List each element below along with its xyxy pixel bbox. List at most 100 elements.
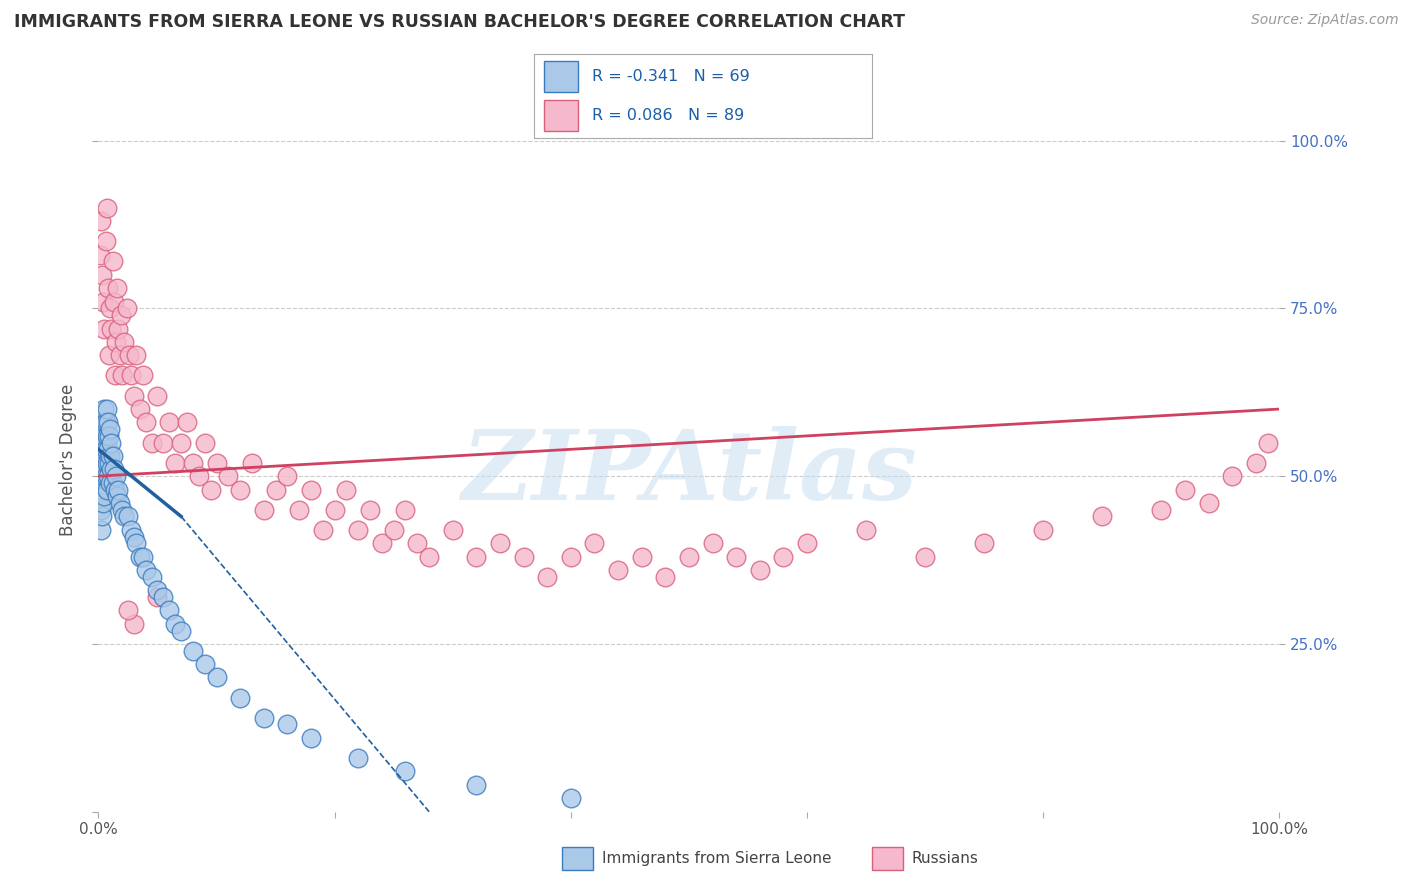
Point: [105, 489, 128, 503]
Point: [90, 469, 112, 483]
Point: [91, 416, 114, 430]
Point: [371, 536, 394, 550]
Point: [97, 416, 120, 430]
Point: [98, 348, 121, 362]
Point: [253, 502, 276, 516]
Point: [1150, 502, 1173, 516]
Point: [101, 254, 124, 268]
Point: [91, 509, 114, 524]
Point: [98, 456, 121, 470]
Point: [91, 496, 114, 510]
Point: [165, 616, 187, 631]
Text: Russians: Russians: [911, 851, 979, 865]
Point: [1032, 523, 1054, 537]
Point: [217, 469, 239, 483]
Point: [132, 368, 155, 383]
Point: [394, 764, 416, 779]
Point: [122, 389, 145, 403]
Point: [146, 389, 169, 403]
Point: [276, 717, 298, 731]
Point: [112, 509, 135, 524]
Point: [107, 483, 129, 497]
Point: [93, 435, 115, 450]
Point: [157, 416, 180, 430]
Point: [135, 563, 157, 577]
Point: [347, 751, 370, 765]
Point: [583, 536, 606, 550]
Point: [347, 523, 370, 537]
Point: [118, 348, 141, 362]
Text: R = -0.341   N = 69: R = -0.341 N = 69: [592, 69, 749, 84]
Point: [107, 321, 129, 335]
Bar: [544, 62, 578, 92]
Point: [91, 422, 114, 436]
Text: R = 0.086   N = 89: R = 0.086 N = 89: [592, 108, 744, 123]
Point: [117, 603, 139, 617]
Point: [100, 462, 122, 476]
Point: [111, 368, 134, 383]
Point: [122, 616, 145, 631]
Point: [702, 536, 724, 550]
Point: [194, 435, 217, 450]
Point: [90, 435, 112, 450]
Point: [299, 483, 322, 497]
Point: [105, 281, 128, 295]
Point: [121, 368, 143, 383]
Bar: [544, 100, 578, 130]
Point: [90, 523, 112, 537]
Point: [98, 475, 121, 490]
Point: [194, 657, 217, 671]
Point: [1174, 483, 1197, 497]
Point: [94, 442, 117, 457]
Point: [406, 536, 429, 550]
Point: [1220, 469, 1243, 483]
Point: [103, 462, 125, 476]
Point: [394, 502, 416, 516]
Point: [678, 549, 700, 564]
Point: [90, 214, 112, 228]
Point: [98, 301, 121, 316]
Point: [560, 791, 582, 805]
Point: [93, 402, 115, 417]
Point: [152, 435, 174, 450]
Point: [170, 624, 193, 638]
Point: [299, 731, 322, 745]
Point: [96, 456, 118, 470]
Point: [796, 536, 818, 550]
Point: [132, 549, 155, 564]
Point: [200, 483, 222, 497]
Point: [135, 416, 157, 430]
Point: [181, 643, 204, 657]
Point: [90, 502, 112, 516]
Point: [96, 201, 118, 215]
Point: [128, 549, 150, 564]
Point: [630, 549, 652, 564]
Point: [205, 456, 228, 470]
Point: [914, 549, 936, 564]
Point: [229, 483, 252, 497]
Point: [312, 523, 335, 537]
Point: [465, 549, 488, 564]
Point: [89, 248, 111, 262]
Point: [725, 549, 748, 564]
Point: [100, 321, 122, 335]
Point: [141, 570, 163, 584]
Point: [125, 348, 148, 362]
Point: [91, 456, 114, 470]
Point: [93, 462, 115, 476]
Text: IMMIGRANTS FROM SIERRA LEONE VS RUSSIAN BACHELOR'S DEGREE CORRELATION CHART: IMMIGRANTS FROM SIERRA LEONE VS RUSSIAN …: [14, 13, 905, 31]
Y-axis label: Bachelor's Degree: Bachelor's Degree: [59, 384, 77, 535]
Point: [96, 429, 118, 443]
Point: [181, 456, 204, 470]
Point: [465, 778, 488, 792]
Point: [89, 483, 111, 497]
Point: [240, 456, 263, 470]
Point: [115, 301, 138, 316]
Point: [108, 348, 131, 362]
Point: [382, 523, 405, 537]
Point: [253, 711, 276, 725]
Point: [97, 281, 120, 295]
Point: [97, 442, 120, 457]
Point: [1244, 456, 1267, 470]
Point: [98, 449, 121, 463]
